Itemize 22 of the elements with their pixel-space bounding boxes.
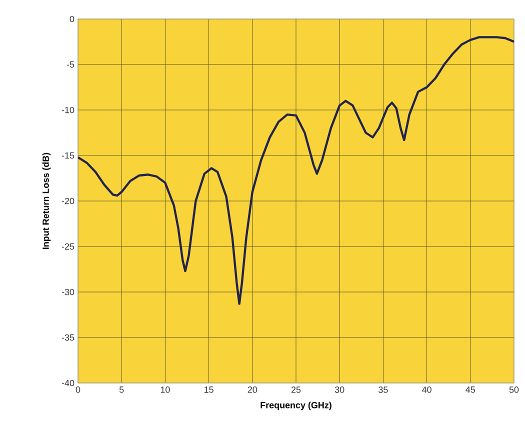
y-axis-title: Input Return Loss (dB) [42, 152, 51, 249]
y-tick-label: -40 [62, 380, 74, 386]
y-tick-label: -35 [62, 334, 74, 341]
x-tick-label: 15 [204, 386, 214, 393]
x-tick-label: 20 [248, 386, 258, 393]
y-tick-label: -5 [66, 61, 74, 68]
y-tick-label: -15 [62, 152, 74, 159]
x-tick-label: 25 [291, 386, 301, 393]
y-tick-label: -10 [62, 106, 74, 114]
x-axis-title: Frequency (GHz) [260, 402, 332, 410]
x-tick-label: 0 [76, 386, 80, 393]
x-tick-label: 50 [509, 386, 519, 393]
x-tick-label: 40 [422, 386, 432, 393]
y-tick-label: -30 [62, 288, 74, 296]
x-tick-label: 5 [119, 386, 124, 393]
y-tick-label: -25 [62, 243, 74, 250]
x-tick-label: 35 [378, 386, 388, 393]
y-tick-label: 0 [70, 16, 74, 22]
x-tick-label: 45 [466, 386, 476, 393]
x-tick-label: 10 [160, 386, 170, 393]
y-tick-label: -20 [62, 198, 74, 204]
x-tick-label: 30 [334, 386, 344, 393]
